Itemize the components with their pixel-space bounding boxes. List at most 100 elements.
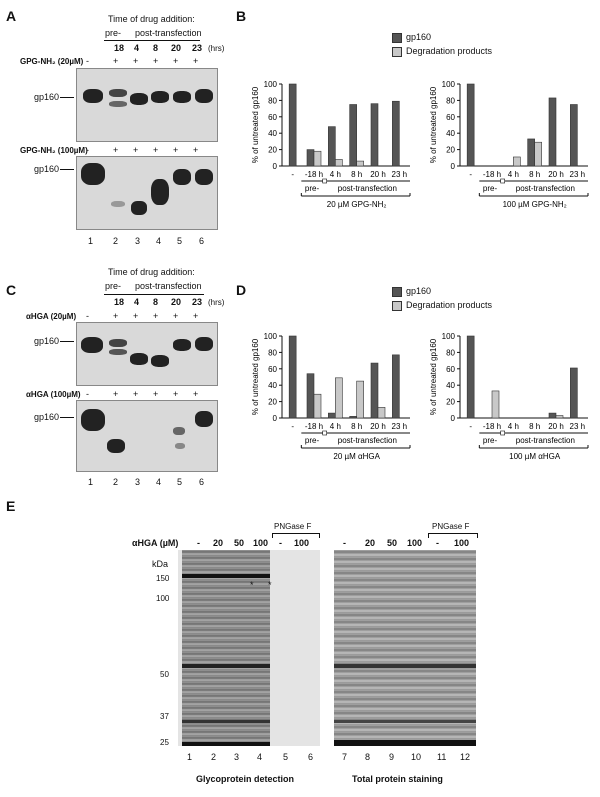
lane-number: 5 [177,477,183,487]
y-tick-label: 40 [446,381,455,390]
caption-glycoprotein: Glycoprotein detection [196,774,295,784]
treat-mark: - [86,389,89,399]
bar [328,126,336,167]
post-label: post-transfection [516,184,575,193]
panel-label-d: D [236,282,247,298]
chart-caption: 20 µM αHGA [333,452,380,461]
treat-mark: + [133,311,139,321]
treat-mark: + [133,389,139,399]
treat-mark: + [133,145,139,155]
pre-label: pre- [483,436,498,445]
bar [534,141,542,167]
conc-label: - [279,538,282,548]
lane-number: 6 [199,236,205,246]
lane-number: 8 [365,752,371,762]
bar [466,335,475,419]
bar [335,377,343,419]
y-tick-label: 80 [268,96,277,105]
pre-label: pre- [305,436,320,445]
lane-number: 2 [211,752,217,762]
pngase-bracket [428,533,478,538]
y-tick-label: 100 [264,80,278,89]
star-marker: * [250,580,254,590]
treat-mark: + [113,389,119,399]
conc-label: - [343,538,346,548]
y-tick-label: 80 [268,348,277,357]
x-tick-label: 23 h [570,422,586,431]
western-blot-c1 [76,322,218,386]
y-tick-label: 40 [446,129,455,138]
post-label: post-transfection [516,436,575,445]
treat-mark: + [193,389,199,399]
y-tick-label: 0 [451,162,456,171]
bar [491,390,500,419]
legend-label-gp160: gp160 [406,286,432,296]
legend-swatch-gp160 [392,33,402,43]
y-tick-label: 20 [268,146,277,155]
bar [548,412,557,419]
x-tick-label: 8 h [529,422,540,431]
y-tick-label: 0 [273,162,278,171]
x-tick-label: - [469,422,472,431]
row-label-a1: GPG-NH₂ (20µM) [20,57,84,66]
glycoprotein-gel [178,550,320,746]
bar [548,97,557,167]
total-protein-gel [334,550,476,746]
lane-number: 3 [234,752,240,762]
bar [570,367,578,419]
hour-4: 20 [171,43,182,53]
row-label-c2: αHGA (100µM) [26,390,81,399]
lane-number: 2 [113,477,119,487]
bar [370,362,379,419]
lane-number: 6 [199,477,205,487]
bar-chart-b-left: % of untreated gp160 0 20 40 60 80 100 - -18 h 4 … [251,80,411,209]
y-tick-label: 60 [446,113,455,122]
y-tick-label: 40 [268,381,277,390]
y-tick-label: 60 [446,365,455,374]
gp160-marker: gp160 [34,164,60,174]
bar [466,83,475,167]
lane-number: 5 [177,236,183,246]
gp160-marker: gp160 [34,412,60,422]
lane-number: 1 [88,477,94,487]
mw-marker: 37 [160,712,169,721]
bar [306,149,315,167]
row-label-c1: αHGA (20µM) [26,312,77,321]
lane-number: 2 [113,236,119,246]
bracket-divider [322,178,327,184]
y-tick-label: 100 [442,332,456,341]
treat-mark: - [86,56,89,66]
arrow-icon [60,97,74,98]
post-label: post-transfection [338,184,397,193]
chart-caption: 20 µM GPG-NH₂ [327,200,387,209]
conc-label: 100 [253,538,269,548]
bar [328,412,336,419]
y-axis-label: % of untreated gp160 [251,338,260,415]
panel-label-e: E [6,498,16,514]
conc-label: 50 [234,538,245,548]
y-axis-label: % of untreated gp160 [251,86,260,163]
lane-number: 1 [187,752,193,762]
lane-number: 4 [156,236,162,246]
post-label: post-transfection [135,28,202,38]
x-tick-label: 20 h [548,170,564,179]
y-tick-label: 100 [442,80,456,89]
lane-number: 7 [342,752,348,762]
bar [392,354,400,419]
hour-5: 23 [192,43,203,53]
bar [392,100,400,167]
treat-mark: + [193,311,199,321]
x-tick-label: -18 h [305,422,323,431]
panel-label-a: A [6,8,17,24]
bar [527,138,535,167]
time-header: Time of drug addition: [108,14,195,24]
chart-caption: 100 µM αHGA [509,452,561,461]
legend-swatch-degradation [392,301,402,311]
bar [306,373,315,419]
lane-number: 9 [389,752,395,762]
post-label: post-transfection [135,281,202,291]
treat-mark: + [193,145,199,155]
conc-label: - [436,538,439,548]
treat-mark: + [193,56,199,66]
bar [570,104,578,167]
